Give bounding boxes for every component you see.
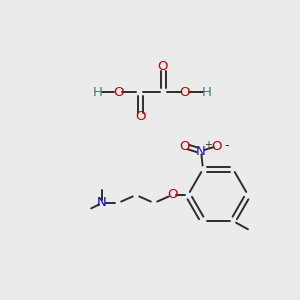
Text: N: N	[196, 145, 206, 158]
Text: O: O	[135, 110, 145, 124]
Text: O: O	[167, 188, 177, 202]
Text: O: O	[158, 61, 168, 74]
Text: +: +	[204, 140, 212, 150]
Text: O: O	[113, 85, 123, 98]
Text: -: -	[225, 140, 230, 152]
Text: H: H	[93, 85, 103, 98]
Text: O: O	[212, 140, 222, 152]
Text: N: N	[97, 196, 107, 209]
Text: O: O	[180, 85, 190, 98]
Text: H: H	[202, 85, 212, 98]
Text: O: O	[180, 140, 190, 152]
